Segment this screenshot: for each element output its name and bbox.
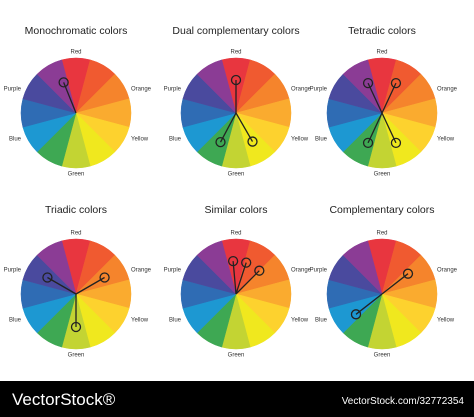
- wheel-segment: [196, 59, 237, 114]
- label-blue: Blue: [169, 137, 182, 143]
- label-blue: Blue: [169, 318, 182, 324]
- marker-line: [235, 270, 260, 295]
- marker: [350, 309, 362, 320]
- label-orange: Orange: [131, 87, 152, 93]
- marker: [70, 321, 82, 333]
- wheel-title: Dual complementary colors: [172, 25, 299, 37]
- color-wheel: Similar colors Red Orange Yellow Green Blue Pu…: [164, 204, 312, 359]
- wheel-segment: [36, 240, 77, 295]
- marker: [42, 272, 53, 283]
- label-green: Green: [374, 172, 391, 178]
- label-red: Red: [70, 50, 81, 56]
- label-orange: Orange: [131, 268, 152, 274]
- label-yellow: Yellow: [291, 137, 309, 143]
- label-yellow: Yellow: [437, 318, 455, 324]
- label-green: Green: [68, 353, 85, 359]
- color-wheel: Triadic colors Red Orange Yellow Green Blue Pu…: [4, 204, 152, 359]
- wheel-title: Monochromatic colors: [25, 25, 128, 37]
- label-orange: Orange: [437, 268, 458, 274]
- marker-line: [367, 112, 383, 144]
- label-red: Red: [376, 231, 387, 237]
- color-wheel: Complementary colors Red Orange Yellow Green…: [310, 204, 458, 359]
- marker-line: [367, 82, 383, 114]
- label-purple: Purple: [310, 87, 328, 93]
- marker: [402, 268, 414, 279]
- label-green: Green: [374, 353, 391, 359]
- label-purple: Purple: [4, 87, 22, 93]
- marker: [247, 136, 258, 147]
- marker: [227, 255, 239, 267]
- label-blue: Blue: [9, 318, 22, 324]
- label-orange: Orange: [291, 268, 312, 274]
- wheel-segment: [36, 59, 77, 114]
- label-green: Green: [228, 172, 245, 178]
- marker-line: [232, 261, 237, 295]
- wheels: Monochromatic colors Red Orange Yellow Green…: [4, 25, 458, 359]
- label-red: Red: [70, 231, 81, 237]
- label-yellow: Yellow: [131, 318, 149, 324]
- marker-line: [381, 112, 397, 144]
- marker: [254, 265, 265, 276]
- footer-bar: [0, 381, 474, 417]
- wheel-title: Similar colors: [204, 204, 267, 216]
- wheel-segment: [342, 59, 383, 114]
- marker: [362, 137, 374, 149]
- marker-line: [381, 273, 409, 295]
- marker-line: [235, 262, 247, 295]
- label-yellow: Yellow: [437, 137, 455, 143]
- label-purple: Purple: [4, 268, 22, 274]
- footer-url: VectorStock.com/32772354: [342, 396, 465, 407]
- marker-line: [381, 82, 397, 114]
- wheel-title: Triadic colors: [45, 204, 107, 216]
- label-orange: Orange: [291, 87, 312, 93]
- wheel-title: Complementary colors: [329, 204, 434, 216]
- marker-line: [219, 112, 237, 143]
- marker: [99, 272, 110, 283]
- label-blue: Blue: [9, 137, 22, 143]
- marker: [241, 257, 252, 268]
- footer-brand: VectorStock®: [12, 390, 116, 409]
- label-yellow: Yellow: [291, 318, 309, 324]
- marker: [362, 77, 374, 89]
- label-green: Green: [68, 172, 85, 178]
- marker: [390, 137, 402, 149]
- label-blue: Blue: [315, 318, 328, 324]
- label-red: Red: [230, 231, 241, 237]
- marker: [58, 77, 69, 88]
- marker-line: [47, 276, 77, 295]
- label-yellow: Yellow: [131, 137, 149, 143]
- label-purple: Purple: [310, 268, 328, 274]
- marker: [215, 136, 226, 148]
- label-red: Red: [376, 50, 387, 56]
- marker-line: [75, 276, 105, 295]
- marker-line: [355, 293, 383, 315]
- label-blue: Blue: [315, 137, 328, 143]
- marker: [390, 77, 402, 89]
- marker: [230, 74, 242, 86]
- marker-line: [63, 82, 77, 114]
- color-wheel: Tetradic colors Red Orange Yellow Green Blue P…: [310, 25, 458, 178]
- wheel-segment: [196, 240, 237, 295]
- marker-line: [235, 112, 254, 142]
- label-purple: Purple: [164, 87, 182, 93]
- label-green: Green: [228, 353, 245, 359]
- label-purple: Purple: [164, 268, 182, 274]
- color-wheel: Dual complementary colors Red Orange Yellow…: [164, 25, 312, 178]
- wheel-title: Tetradic colors: [348, 25, 416, 37]
- wheel-segment: [342, 240, 383, 295]
- label-red: Red: [230, 50, 241, 56]
- color-wheel: Monochromatic colors Red Orange Yellow Green…: [4, 25, 152, 178]
- label-orange: Orange: [437, 87, 458, 93]
